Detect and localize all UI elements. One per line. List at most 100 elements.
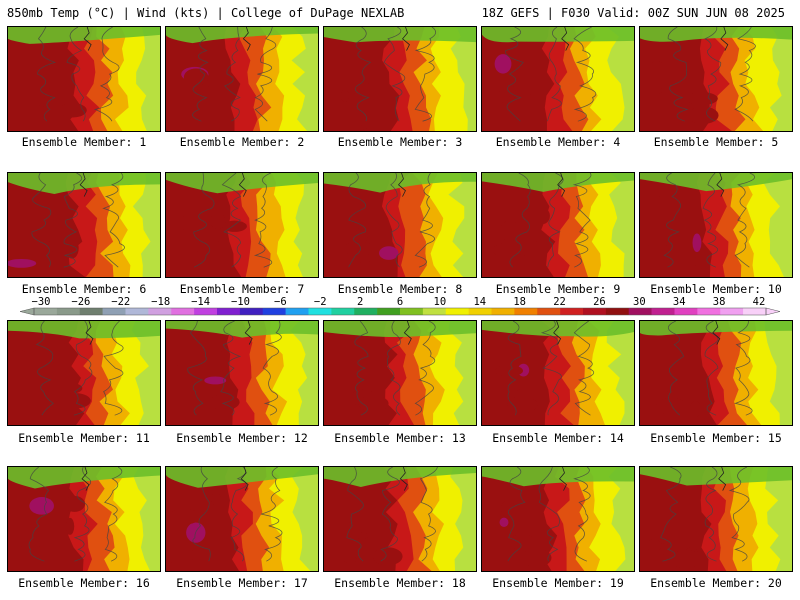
colorbar-tick-label: 34	[672, 296, 686, 308]
colorbar-tick-label: −30	[31, 296, 51, 308]
ensemble-map-panel	[639, 320, 793, 426]
colorbar-tick-label: −6	[274, 296, 287, 308]
colorbar-strip	[19, 307, 781, 316]
colorbar-tick-label: 22	[553, 296, 566, 308]
colorbar-swatch	[445, 308, 469, 315]
colorbar-swatch	[537, 308, 561, 315]
temperature-map	[640, 467, 792, 571]
temperature-map	[324, 467, 476, 571]
colorbar-swatch	[583, 308, 607, 315]
colorbar-tick-label: −26	[71, 296, 91, 308]
colorbar-tick-label: 14	[473, 296, 487, 308]
colorbar-swatch	[377, 308, 401, 315]
colorbar-tick-label: −2	[313, 296, 327, 308]
colorbar-swatch	[331, 308, 355, 315]
colorbar-swatch	[125, 308, 149, 315]
colorbar-tick-label: −18	[151, 296, 171, 308]
colorbar-swatch	[194, 308, 218, 315]
colorbar-tick-label: 10	[433, 296, 447, 308]
temperature-map	[640, 173, 792, 277]
colorbar-swatch	[628, 308, 652, 315]
colorbar-swatch	[468, 308, 492, 315]
temperature-map	[640, 27, 792, 131]
ensemble-map-panel	[639, 172, 793, 278]
colorbar-swatch	[262, 308, 286, 315]
ensemble-member-caption: Ensemble Member: 4	[495, 135, 621, 149]
colorbar-tick-label: −22	[111, 296, 131, 308]
colorbar-swatch	[308, 308, 332, 315]
ensemble-map-panel	[639, 466, 793, 572]
temperature-map	[8, 27, 160, 131]
ensemble-map-panel	[165, 466, 319, 572]
ensemble-map-panel	[165, 320, 319, 426]
colorbar-swatch	[605, 308, 630, 315]
ensemble-member-caption: Ensemble Member: 9	[495, 282, 621, 296]
colorbar-swatch	[674, 308, 698, 315]
ensemble-member-caption: Ensemble Member: 16	[18, 576, 150, 590]
colorbar-swatch	[171, 308, 195, 315]
temperature-map	[8, 173, 160, 277]
colorbar-swatch	[651, 308, 675, 315]
temperature-map	[166, 173, 318, 277]
colorbar-left-arrow	[19, 307, 35, 316]
colorbar-swatch	[285, 308, 309, 315]
ensemble-map-panel	[165, 26, 319, 132]
temperature-map	[166, 467, 318, 571]
header-title: 850mb Temp (°C) | Wind (kts) | College o…	[7, 6, 405, 20]
colorbar-swatch	[239, 308, 264, 315]
colorbar-swatch	[56, 308, 81, 315]
colorbar-tick-label: 30	[633, 296, 646, 308]
colorbar-swatch	[743, 308, 767, 315]
ensemble-member-caption: Ensemble Member: 13	[334, 431, 466, 445]
ensemble-member-caption: Ensemble Member: 15	[650, 431, 782, 445]
ensemble-member-caption: Ensemble Member: 11	[18, 431, 150, 445]
colorbar-swatch	[400, 308, 424, 315]
colorbar-swatch	[34, 308, 58, 315]
colorbar-tick-label: −10	[230, 296, 250, 308]
temperature-map	[640, 321, 792, 425]
temperature-map	[482, 467, 634, 571]
temperature-map	[166, 27, 318, 131]
ensemble-member-caption: Ensemble Member: 19	[492, 576, 624, 590]
ensemble-map-panel	[323, 172, 477, 278]
colorbar-swatch	[79, 308, 103, 315]
temperature-colorbar: −30 −26 −22 −18 −14 −10 −6 −2 2 6 10 14 18 22 26 30 34 38…	[0, 296, 800, 319]
ensemble-member-caption: Ensemble Member: 1	[21, 135, 147, 149]
colorbar-swatch	[148, 308, 172, 315]
ensemble-map-panel	[481, 320, 635, 426]
colorbar-swatch	[491, 308, 515, 315]
temperature-map	[8, 321, 160, 425]
temperature-map	[8, 467, 160, 571]
colorbar-right-arrow	[765, 307, 781, 316]
ensemble-member-caption: Ensemble Member: 3	[337, 135, 463, 149]
temperature-map	[324, 321, 476, 425]
ensemble-map-panel	[481, 466, 635, 572]
ensemble-member-caption: Ensemble Member: 10	[650, 282, 782, 296]
ensemble-map-panel	[7, 172, 161, 278]
ensemble-member-caption: Ensemble Member: 14	[492, 431, 624, 445]
ensemble-map-panel	[323, 466, 477, 572]
colorbar-swatch	[720, 308, 744, 315]
colorbar-swatch	[354, 308, 378, 315]
colorbar-swatch	[102, 308, 126, 315]
temperature-map	[324, 173, 476, 277]
colorbar-swatch	[514, 308, 538, 315]
ensemble-map-panel	[481, 172, 635, 278]
ensemble-member-caption: Ensemble Member: 8	[337, 282, 463, 296]
ensemble-map-panel	[323, 320, 477, 426]
ensemble-map-panel	[481, 26, 635, 132]
ensemble-map-panel	[639, 26, 793, 132]
colorbar-tick-label: 6	[396, 296, 404, 308]
temperature-map	[324, 27, 476, 131]
temperature-map	[482, 27, 634, 131]
ensemble-member-caption: Ensemble Member: 6	[21, 282, 147, 296]
colorbar-swatch	[560, 308, 584, 315]
colorbar-tick-label: −14	[191, 296, 211, 308]
temperature-map	[166, 321, 318, 425]
ensemble-member-caption: Ensemble Member: 5	[653, 135, 779, 149]
header-run-info: 18Z GEFS | F030 Valid: 00Z SUN JUN 08 20…	[481, 6, 785, 20]
ensemble-member-caption: Ensemble Member: 2	[179, 135, 305, 149]
temperature-map	[482, 173, 634, 277]
ensemble-member-caption: Ensemble Member: 18	[334, 576, 466, 590]
temperature-map	[482, 321, 634, 425]
